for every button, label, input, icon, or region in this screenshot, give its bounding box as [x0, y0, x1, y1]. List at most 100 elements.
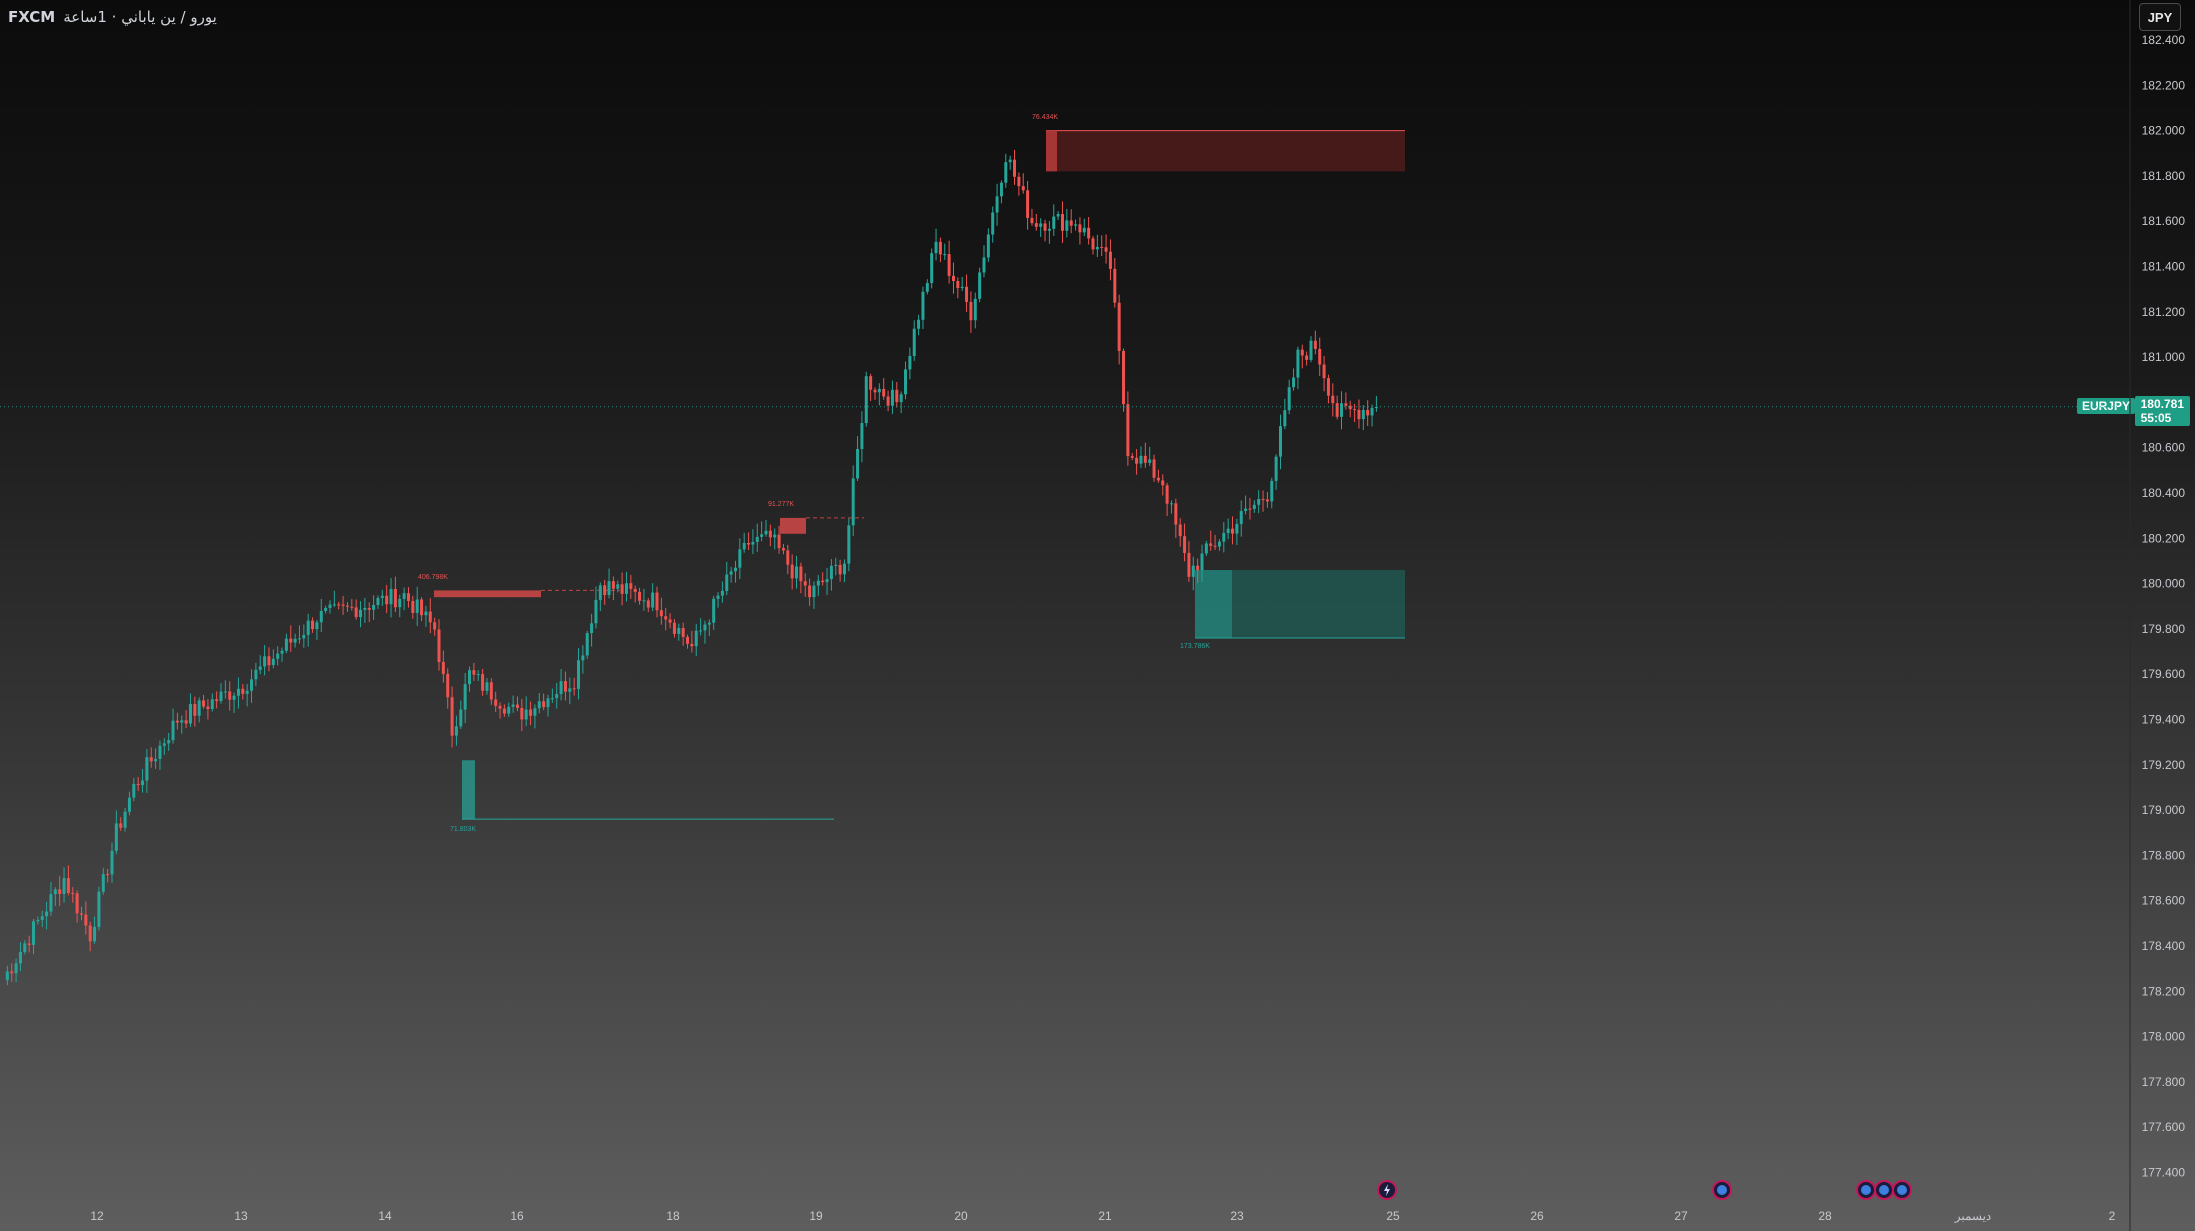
- candle-body: [1344, 403, 1348, 406]
- x-tick-label: 27: [1674, 1209, 1688, 1223]
- candle-body: [1087, 227, 1091, 239]
- candle-body: [485, 682, 489, 691]
- candle-body: [428, 611, 432, 623]
- y-tick-label: 182.400: [2142, 33, 2186, 47]
- candle-body: [969, 301, 973, 321]
- candle-body: [23, 943, 27, 953]
- candle-body: [620, 584, 624, 594]
- candle-body: [860, 423, 864, 449]
- y-tick-label: 177.800: [2142, 1075, 2186, 1089]
- candle-body: [1017, 176, 1021, 187]
- y-tick-label: 180.200: [2142, 531, 2186, 545]
- candle-body: [716, 595, 720, 599]
- candle-body: [1108, 251, 1112, 269]
- candle-body: [511, 704, 515, 707]
- x-tick-label: 23: [1230, 1209, 1244, 1223]
- candle-body: [398, 598, 402, 608]
- supply-zone-top: [1046, 130, 1405, 172]
- candle-body: [1091, 238, 1095, 250]
- x-tick-label: 20: [954, 1209, 968, 1223]
- candle-body: [119, 823, 123, 828]
- candle-body: [58, 889, 62, 894]
- candle-body: [1117, 302, 1121, 351]
- candle-body: [947, 254, 951, 276]
- candle-body: [180, 720, 184, 723]
- candle-body: [206, 706, 210, 710]
- candle-body: [1209, 543, 1213, 546]
- candle-body: [1052, 216, 1056, 229]
- candle-body: [760, 534, 764, 537]
- candle-body: [5, 971, 9, 981]
- candle-body: [847, 525, 851, 564]
- candle-body: [1252, 504, 1256, 509]
- candle-body: [1026, 190, 1030, 218]
- candle-body: [908, 355, 912, 370]
- candle-body: [507, 706, 511, 714]
- y-tick-label: 177.600: [2142, 1120, 2186, 1134]
- candle-body: [899, 394, 903, 403]
- candle-body: [965, 286, 969, 302]
- x-tick-label: 16: [510, 1209, 524, 1223]
- candle-body: [101, 874, 105, 892]
- candle-body: [1143, 455, 1147, 463]
- candle-body: [171, 720, 175, 741]
- x-tick-label: 26: [1530, 1209, 1544, 1223]
- candle-body: [1156, 477, 1160, 481]
- candle-body: [1374, 406, 1378, 409]
- symbol-header[interactable]: FXCM يورو / ين ياباني · 1ساعة: [8, 8, 217, 26]
- candle-body: [53, 889, 57, 895]
- candle-body: [210, 699, 214, 710]
- candles-group: [5, 149, 1378, 986]
- candle-body: [1095, 246, 1099, 250]
- x-tick-label: 18: [666, 1209, 680, 1223]
- candle-body: [420, 599, 424, 616]
- x-tick-label: 14: [378, 1209, 392, 1223]
- candle-body: [367, 608, 371, 610]
- candle-body: [328, 604, 332, 609]
- supply-zone-mid-left: [434, 590, 541, 598]
- candle-body: [686, 636, 690, 644]
- candle-body: [773, 534, 777, 538]
- candle-body: [1340, 403, 1344, 417]
- candle-body: [559, 681, 563, 695]
- candle-body: [284, 638, 288, 651]
- y-tick-label: 179.800: [2142, 622, 2186, 636]
- candle-body: [616, 584, 620, 589]
- candle-body: [838, 564, 842, 575]
- zone-volume-label: 406.798K: [418, 574, 448, 581]
- candle-body: [951, 275, 955, 282]
- candle-body: [302, 634, 306, 639]
- supply-zone-mid: [780, 517, 806, 534]
- candle-body: [380, 595, 384, 598]
- candle-body: [175, 720, 179, 723]
- candle-body: [873, 389, 877, 393]
- candle-body: [1200, 553, 1204, 571]
- candle-body: [1366, 409, 1370, 416]
- candle-body: [193, 704, 197, 716]
- candle-body: [1152, 459, 1156, 478]
- y-tick-label: 181.600: [2142, 214, 2186, 228]
- candle-body: [110, 850, 114, 875]
- candle-body: [795, 566, 799, 579]
- candle-body: [79, 913, 83, 915]
- candle-body: [725, 574, 729, 591]
- currency-button[interactable]: JPY: [2139, 3, 2181, 31]
- candle-body: [411, 600, 415, 614]
- candle-body: [14, 963, 18, 974]
- candle-body: [1082, 227, 1086, 233]
- candle-body: [1060, 214, 1064, 231]
- candle-body: [393, 589, 397, 608]
- last-price-value: 180.781: [2140, 397, 2184, 411]
- candle-body: [812, 585, 816, 598]
- y-tick-label: 182.000: [2142, 124, 2186, 138]
- candle-body: [402, 593, 406, 599]
- x-tick-label: 2: [2109, 1209, 2116, 1223]
- y-tick-label: 178.600: [2142, 894, 2186, 908]
- candle-body: [36, 919, 40, 922]
- y-tick-label: 179.000: [2142, 803, 2186, 817]
- candle-body: [306, 620, 310, 635]
- candle-body: [263, 656, 267, 667]
- x-tick-label: ديسمبر: [1954, 1209, 1992, 1223]
- candle-body: [646, 600, 650, 608]
